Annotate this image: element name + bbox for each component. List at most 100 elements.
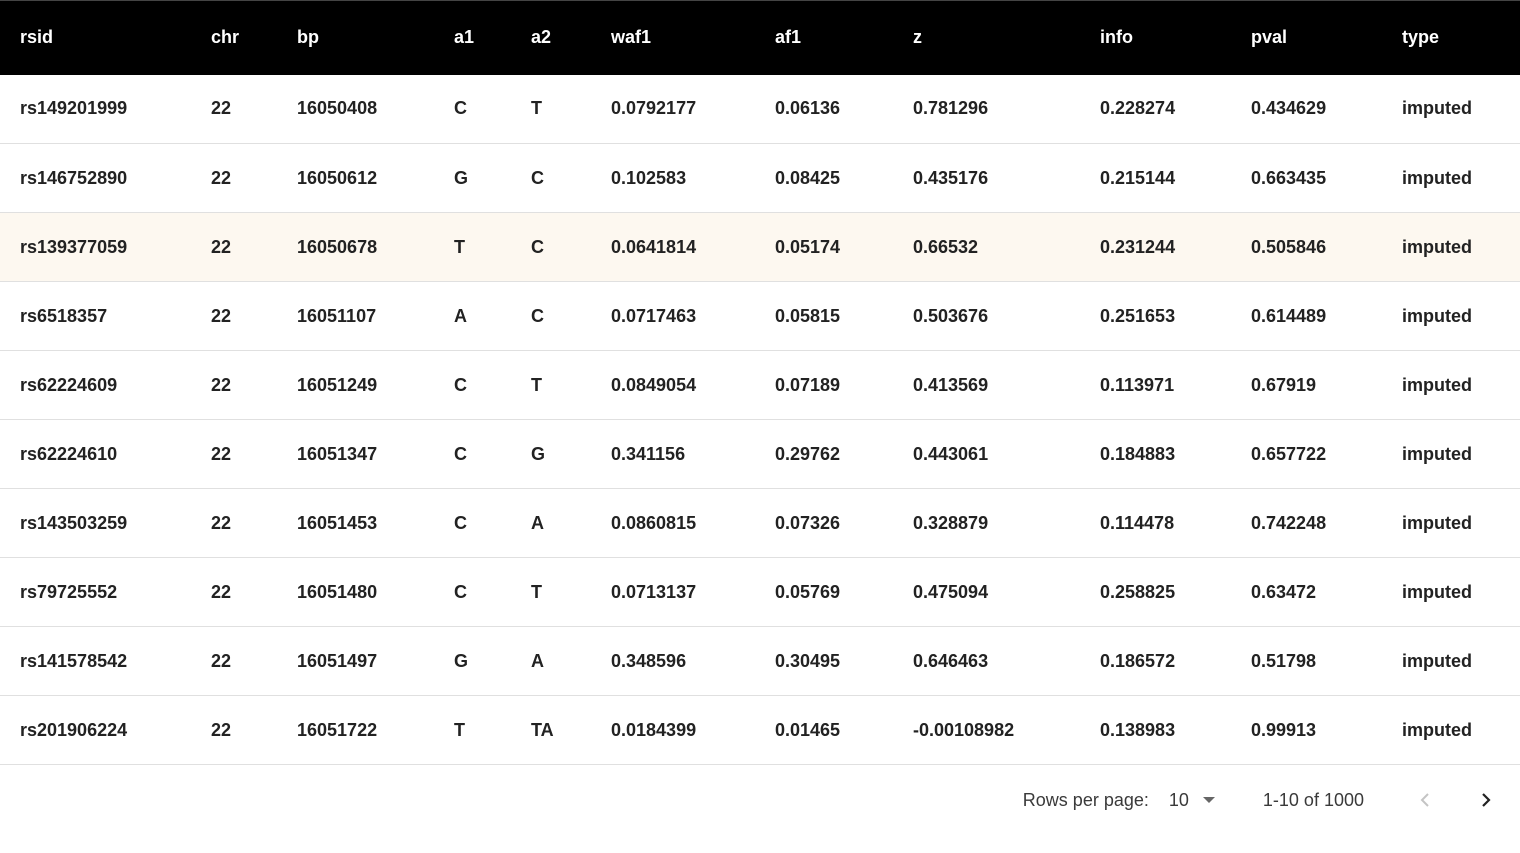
cell-type: imputed — [1402, 98, 1472, 119]
cell-bp: 16050408 — [297, 98, 378, 119]
cell-rsid: rs79725552 — [20, 581, 118, 602]
cell-waf1: 0.0860815 — [611, 512, 697, 533]
cell-bp: 16051347 — [297, 443, 378, 464]
table-row[interactable]: rs79725552 22 16051480 C T 0.0713137 0.05769 0.… — [0, 558, 1520, 627]
cell-type: imputed — [1402, 443, 1472, 464]
cell-waf1: 0.341156 — [611, 443, 686, 464]
cell-a2: C — [531, 305, 544, 326]
cell-type: imputed — [1402, 374, 1472, 395]
cell-rsid: rs62224609 — [20, 374, 118, 395]
cell-chr: 22 — [211, 650, 232, 671]
cell-info: 0.231244 — [1100, 236, 1176, 257]
cell-info: 0.258825 — [1100, 581, 1176, 602]
cell-bp: 16051453 — [297, 512, 378, 533]
cell-rsid: rs143503259 — [20, 512, 128, 533]
cell-a1: C — [454, 512, 467, 533]
table-row[interactable]: rs139377059 22 16050678 T C 0.0641814 0.05174 0… — [0, 212, 1520, 282]
cell-chr: 22 — [211, 512, 232, 533]
table-row[interactable]: rs62224610 22 16051347 C G 0.341156 0.29762 0.4… — [0, 420, 1520, 489]
cell-type: imputed — [1402, 581, 1472, 602]
column-header-rsid[interactable]: rsid — [0, 0, 191, 75]
next-page-button[interactable] — [1466, 780, 1506, 820]
cell-a1: C — [454, 98, 467, 119]
cell-chr: 22 — [211, 236, 232, 257]
cell-info: 0.215144 — [1100, 167, 1176, 188]
cell-pval: 0.505846 — [1251, 236, 1327, 257]
cell-pval: 0.663435 — [1251, 167, 1327, 188]
cell-type: imputed — [1402, 512, 1472, 533]
column-header-pval[interactable]: pval — [1231, 0, 1382, 75]
cell-waf1: 0.348596 — [611, 650, 687, 671]
previous-page-button[interactable] — [1406, 780, 1446, 820]
cell-bp: 16050678 — [297, 236, 378, 257]
chevron-right-icon — [1482, 793, 1491, 807]
chevron-left-icon — [1420, 793, 1429, 807]
cell-info: 0.184883 — [1100, 443, 1176, 464]
cell-info: 0.228274 — [1100, 98, 1176, 119]
cell-chr: 22 — [211, 719, 232, 740]
cell-info: 0.251653 — [1100, 305, 1176, 326]
column-header-waf1[interactable]: waf1 — [591, 0, 755, 75]
cell-info: 0.138983 — [1100, 719, 1176, 740]
table-row[interactable]: rs6518357 22 16051107 A C 0.0717463 0.05815 0.5… — [0, 282, 1520, 351]
cell-type: imputed — [1402, 719, 1472, 740]
cell-type: imputed — [1402, 305, 1472, 326]
cell-a1: T — [454, 719, 465, 740]
table-row[interactable]: rs62224609 22 16051249 C T 0.0849054 0.07189 0.… — [0, 351, 1520, 420]
cell-z: 0.781296 — [913, 98, 989, 119]
cell-info: 0.113971 — [1100, 374, 1175, 395]
cell-a1: C — [454, 374, 467, 395]
cell-a2: T — [531, 374, 542, 395]
rows-per-page-value: 10 — [1168, 789, 1189, 810]
cell-a2: T — [531, 581, 542, 602]
column-header-a2[interactable]: a2 — [511, 0, 591, 75]
cell-af1: 0.30495 — [775, 650, 841, 671]
cell-waf1: 0.0184399 — [611, 719, 697, 740]
cell-waf1: 0.0641814 — [611, 236, 697, 257]
table-row[interactable]: rs149201999 22 16050408 C T 0.0792177 0.06136 0… — [0, 75, 1520, 144]
column-header-chr[interactable]: chr — [191, 0, 277, 75]
cell-pval: 0.614489 — [1251, 305, 1327, 326]
cell-z: 0.646463 — [913, 650, 989, 671]
cell-bp: 16051107 — [297, 305, 377, 326]
cell-z: 0.435176 — [913, 167, 989, 188]
cell-af1: 0.05769 — [775, 581, 841, 602]
cell-a1: C — [454, 443, 467, 464]
cell-chr: 22 — [211, 581, 232, 602]
cell-rsid: rs146752890 — [20, 167, 128, 188]
column-header-bp[interactable]: bp — [277, 0, 434, 75]
table-row[interactable]: rs141578542 22 16051497 G A 0.348596 0.30495 0.… — [0, 627, 1520, 696]
cell-rsid: rs6518357 — [20, 305, 108, 326]
table-row[interactable]: rs143503259 22 16051453 C A 0.0860815 0.07326 0… — [0, 489, 1520, 558]
cell-z: 0.66532 — [913, 236, 979, 257]
pagination-bar: Rows per page: 10 1-10 of 1000 — [0, 766, 1520, 834]
cell-waf1: 0.0717463 — [611, 305, 697, 326]
column-header-info[interactable]: info — [1080, 0, 1231, 75]
cell-chr: 22 — [211, 98, 232, 119]
cell-z: 0.413569 — [913, 374, 989, 395]
cell-info: 0.114478 — [1100, 512, 1175, 533]
cell-chr: 22 — [211, 374, 232, 395]
cell-a1: A — [454, 305, 467, 326]
cell-type: imputed — [1402, 236, 1472, 257]
cell-z: -0.00108982 — [913, 719, 1015, 740]
cell-bp: 16051722 — [297, 719, 378, 740]
column-header-a1[interactable]: a1 — [434, 0, 511, 75]
cell-rsid: rs201906224 — [20, 719, 128, 740]
column-header-af1[interactable]: af1 — [755, 0, 893, 75]
cell-af1: 0.05174 — [775, 236, 841, 257]
cell-a2: C — [531, 236, 544, 257]
cell-bp: 16051480 — [297, 581, 378, 602]
cell-a2: C — [531, 167, 544, 188]
column-header-type[interactable]: type — [1382, 0, 1520, 75]
cell-a1: G — [454, 167, 469, 188]
table-row[interactable]: rs201906224 22 16051722 T TA 0.0184399 0.01465… — [0, 696, 1520, 765]
cell-bp: 16050612 — [297, 167, 378, 188]
cell-af1: 0.07326 — [775, 512, 841, 533]
rows-per-page-select[interactable]: 10 — [1169, 790, 1215, 811]
rows-per-page-label: Rows per page: — [1022, 789, 1149, 810]
table-row[interactable]: rs146752890 22 16050612 G C 0.102583 0.08425 0.… — [0, 144, 1520, 213]
cell-rsid: rs62224610 — [20, 443, 118, 464]
column-header-z[interactable]: z — [893, 0, 1080, 75]
cell-bp: 16051497 — [297, 650, 378, 671]
